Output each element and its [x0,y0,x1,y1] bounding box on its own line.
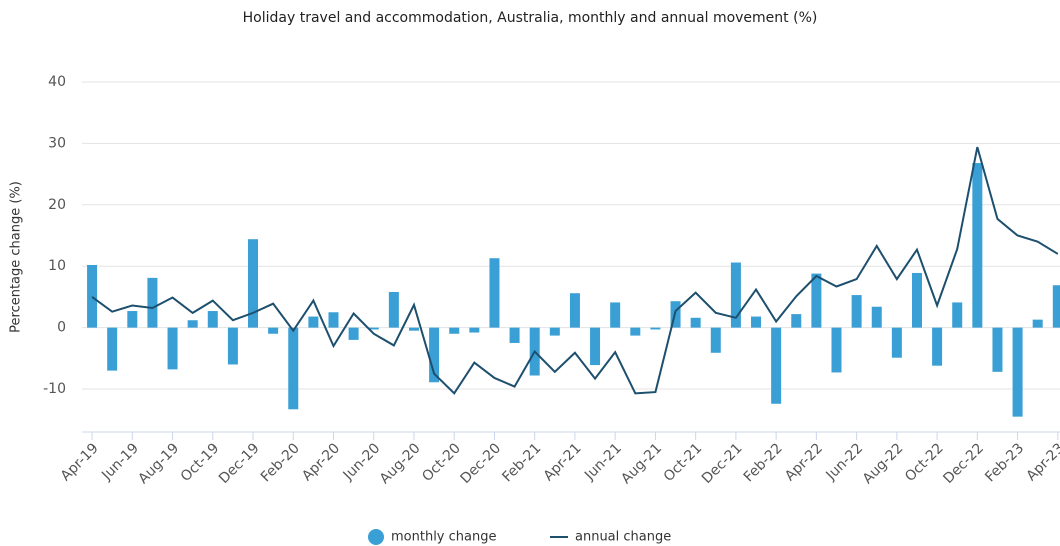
bar [288,327,299,410]
bar [549,327,560,336]
bar [328,312,339,328]
bar [751,316,762,328]
bar [187,320,198,328]
x-tick-label: Oct-19 [178,440,223,485]
x-tick-label: Feb-21 [499,440,544,485]
y-tick-label: 0 [57,320,66,336]
bar [167,327,178,370]
y-axis-label: Percentage change (%) [9,181,24,333]
bar [791,314,802,328]
bar [932,327,943,366]
bar [308,316,319,328]
bar [449,327,460,334]
bar [248,239,259,328]
bar [590,327,601,366]
x-tick-label: Jun-21 [581,440,625,484]
bar [650,327,661,330]
bar [408,327,419,331]
bar [811,273,822,328]
x-tick-label: Jun-19 [98,440,142,484]
x-tick-label: Dec-19 [216,440,263,487]
bar [268,327,279,334]
x-tick-label: Apr-21 [541,440,585,484]
y-tick-label: 40 [48,74,66,90]
x-tick-label: Apr-23 [1023,440,1060,484]
x-tick-label: Dec-21 [699,440,746,487]
bar [368,327,379,330]
x-tick-label: Oct-20 [419,440,464,485]
y-tick-label: 20 [48,197,66,213]
line [91,146,1059,395]
bar [87,264,98,328]
legend-label: annual change [575,530,671,545]
x-tick-label: Aug-19 [135,440,182,487]
bar [771,327,782,404]
x-tick-label: Aug-21 [618,440,665,487]
bar [992,327,1003,372]
bar [710,327,721,353]
x-tick-label: Apr-19 [58,440,102,484]
x-tick-label: Dec-22 [940,440,987,487]
x-tick-label: Oct-22 [902,440,947,485]
bar [348,327,359,340]
bar [630,327,641,336]
bar [690,317,701,328]
bar [227,327,238,365]
y-tick-label: 30 [48,135,66,151]
bar [1012,327,1023,417]
x-tick-label: Jun-22 [823,440,867,484]
x-tick-label: Feb-22 [741,440,786,485]
bar [207,311,218,328]
x-tick-label: Feb-20 [258,440,303,485]
bar [1032,319,1043,328]
bar [891,327,902,358]
bar [489,258,500,328]
x-tick-label: Feb-23 [982,440,1027,485]
bar [569,293,580,328]
bar [1052,285,1060,328]
y-tick-label: -10 [43,381,66,397]
bar [952,302,963,328]
bar [147,277,158,328]
bar [509,327,520,343]
chart-title: Holiday travel and accommodation, Austra… [243,10,818,26]
bar [388,292,399,328]
x-tick-label: Aug-20 [377,440,424,487]
bar [127,311,138,328]
bar [610,302,621,328]
y-tick-label: 10 [48,258,66,274]
x-tick-label: Apr-22 [782,440,826,484]
x-tick-label: Dec-20 [457,440,504,487]
x-tick-label: Jun-20 [340,440,384,484]
bar [911,272,922,328]
bar [851,295,862,328]
x-tick-label: Apr-20 [299,440,343,484]
bar [730,262,741,328]
bar [831,327,842,373]
bar [429,327,440,383]
legend-label: monthly change [391,530,496,545]
x-tick-label: Oct-21 [661,440,706,485]
x-tick-label: Aug-22 [860,440,907,487]
bar [871,306,882,328]
bar [972,163,983,328]
bar [469,327,480,333]
bar [107,327,118,371]
legend-swatch [368,529,384,545]
